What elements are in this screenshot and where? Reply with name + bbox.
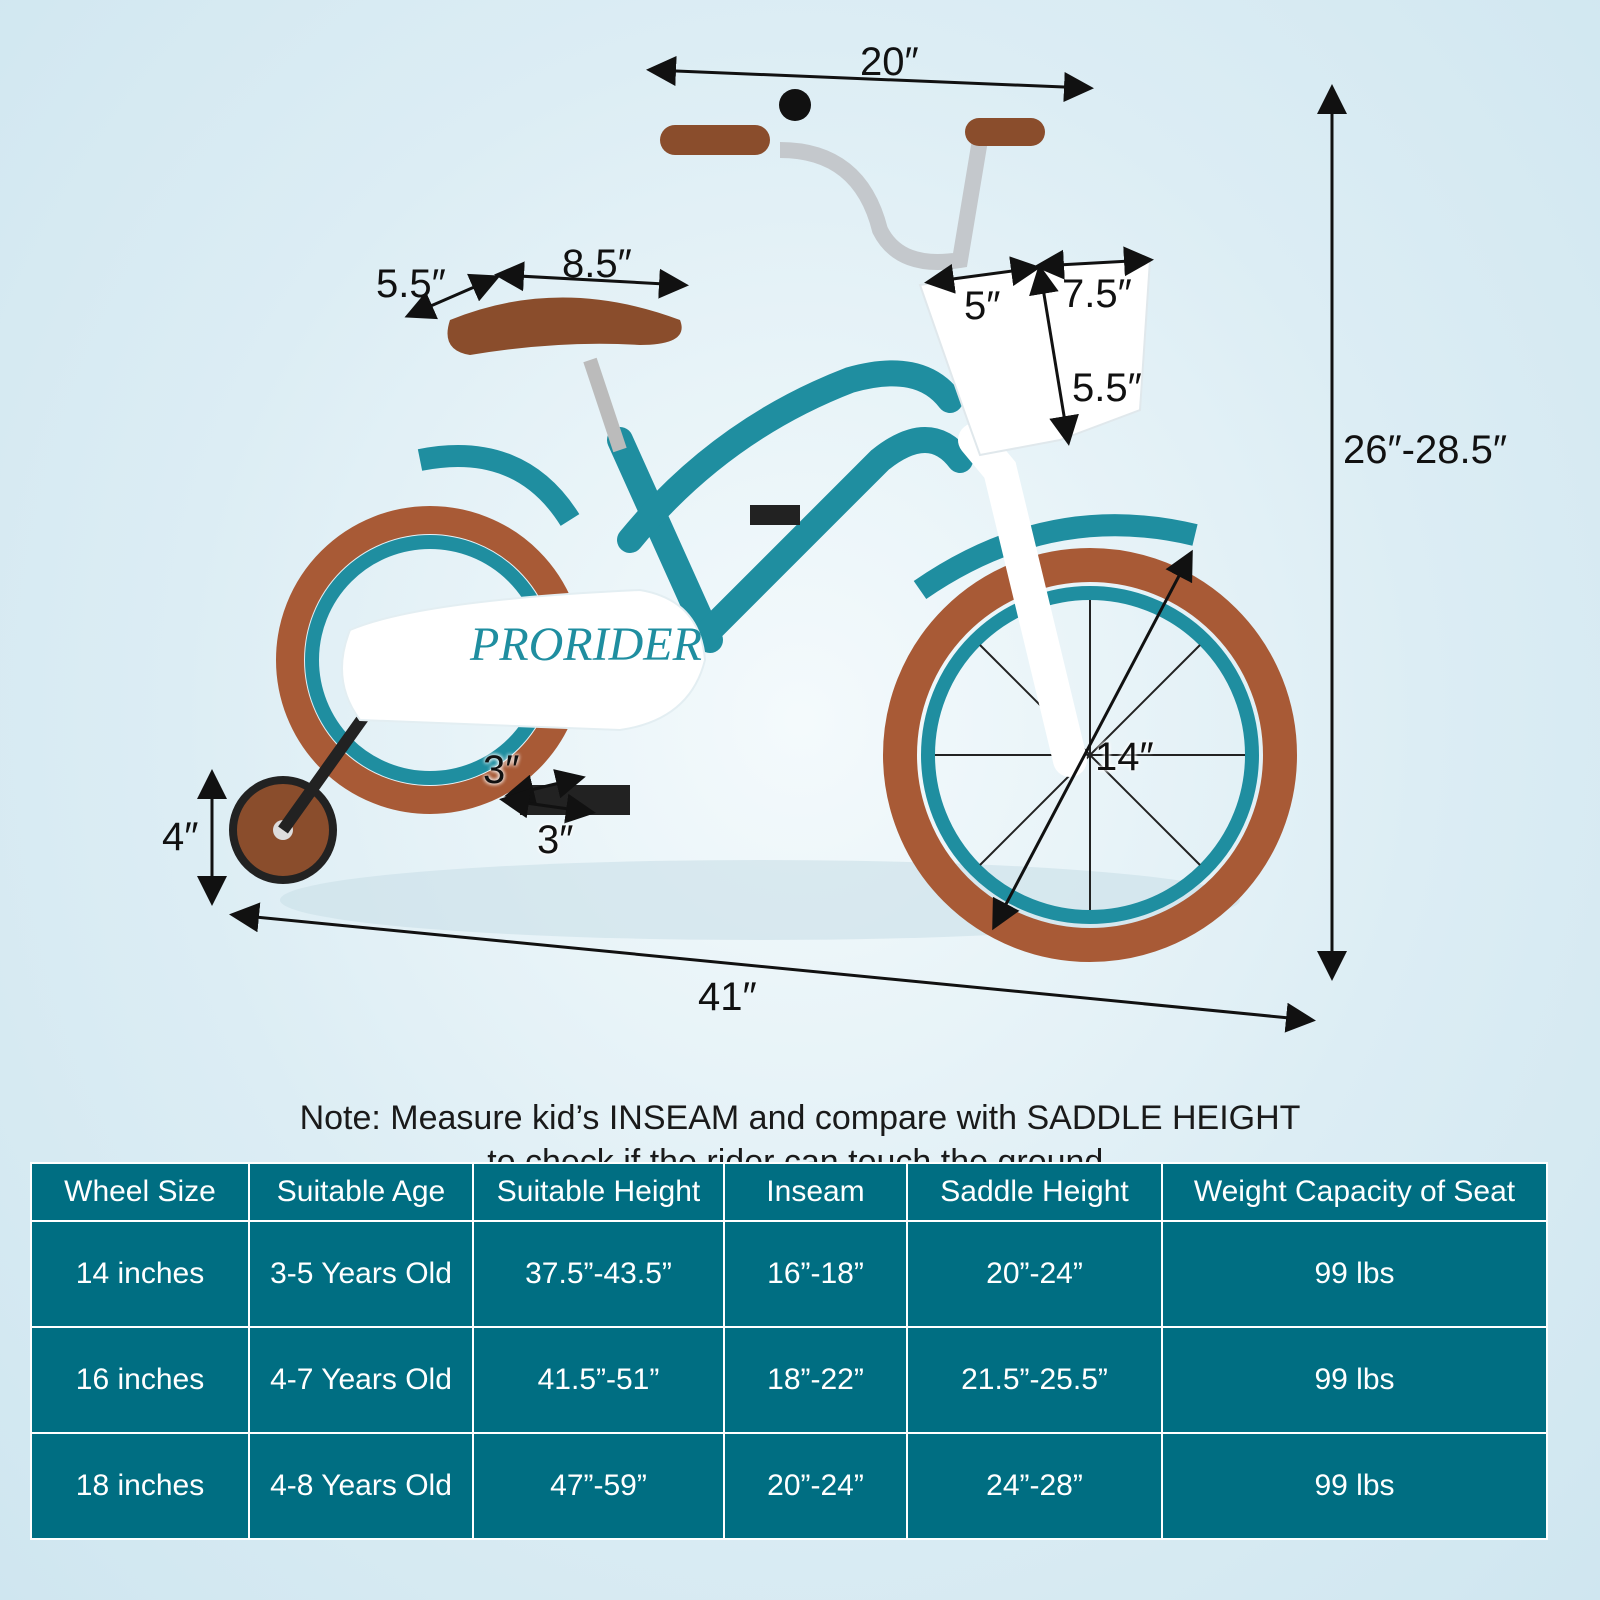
dim-wheel-diameter: 14″ xyxy=(1095,735,1154,779)
table-cell: 99 lbs xyxy=(1161,1432,1548,1540)
header-cell: Weight Capacity of Seat xyxy=(1161,1162,1548,1222)
table-cell: 14 inches xyxy=(30,1220,250,1328)
table-cell: 99 lbs xyxy=(1161,1220,1548,1328)
front-wheel xyxy=(883,548,1297,962)
table-cell: 99 lbs xyxy=(1161,1326,1548,1434)
header-cell: Inseam xyxy=(723,1162,908,1222)
table-cell: 20”-24” xyxy=(906,1220,1163,1328)
table-header-row: Wheel Size Suitable Age Suitable Height … xyxy=(30,1162,1548,1222)
table-row: 18 inches 4-8 Years Old 47”-59” 20”-24” … xyxy=(30,1432,1548,1540)
table-cell: 3-5 Years Old xyxy=(248,1220,474,1328)
header-cell: Suitable Height xyxy=(472,1162,725,1222)
dim-overall-length: 41″ xyxy=(698,975,757,1019)
dim-training-wheel: 4″ xyxy=(162,815,199,859)
saddle xyxy=(447,297,682,355)
frame xyxy=(607,360,973,653)
dim-pedal-length: 3″ xyxy=(537,818,574,862)
bike-illustration: PRORIDER xyxy=(197,56,1347,1033)
pedal-rear xyxy=(750,505,800,525)
dim-pedal-width: 3″ xyxy=(483,748,520,792)
dim-basket-depth: 5″ xyxy=(964,284,1001,328)
table-cell: 18”-22” xyxy=(723,1326,908,1434)
rear-fender xyxy=(417,445,580,527)
note-line-1: Note: Measure kid’s INSEAM and compare w… xyxy=(299,1099,1301,1137)
header-cell: Suitable Age xyxy=(248,1162,474,1222)
table-cell: 16 inches xyxy=(30,1326,250,1434)
table-cell: 41.5”-51” xyxy=(472,1326,725,1434)
size-chart-table: Wheel Size Suitable Age Suitable Height … xyxy=(30,1162,1548,1540)
table-cell: 18 inches xyxy=(30,1432,250,1540)
front-fender xyxy=(913,514,1198,600)
dimension-lines xyxy=(197,56,1347,1033)
dim-basket-width: 7.5″ xyxy=(1062,272,1132,316)
table-cell: 37.5”-43.5” xyxy=(472,1220,725,1328)
table-cell: 20”-24” xyxy=(723,1432,908,1540)
dim-handlebar-width: 20″ xyxy=(860,40,919,84)
table-cell: 47”-59” xyxy=(472,1432,725,1540)
table-cell: 4-7 Years Old xyxy=(248,1326,474,1434)
dim-overall-height: 26″-28.5″ xyxy=(1343,428,1507,472)
table-row: 16 inches 4-7 Years Old 41.5”-51” 18”-22… xyxy=(30,1326,1548,1434)
table-cell: 21.5”-25.5” xyxy=(906,1326,1163,1434)
table-cell: 16”-18” xyxy=(723,1220,908,1328)
seat-post xyxy=(583,357,627,453)
dim-saddle-length: 8.5″ xyxy=(562,242,632,286)
header-cell: Wheel Size xyxy=(30,1162,250,1222)
chain-guard xyxy=(341,588,707,732)
table-cell: 4-8 Years Old xyxy=(248,1432,474,1540)
handlebar xyxy=(660,89,1045,270)
header-cell: Saddle Height xyxy=(906,1162,1163,1222)
table-row: 14 inches 3-5 Years Old 37.5”-43.5” 16”-… xyxy=(30,1220,1548,1328)
table-cell: 24”-28” xyxy=(906,1432,1163,1540)
dim-basket-height: 5.5″ xyxy=(1072,366,1142,410)
dim-saddle-width: 5.5″ xyxy=(376,262,446,306)
bell xyxy=(779,89,811,121)
chain-guard-logo: PRORIDER xyxy=(469,618,702,671)
